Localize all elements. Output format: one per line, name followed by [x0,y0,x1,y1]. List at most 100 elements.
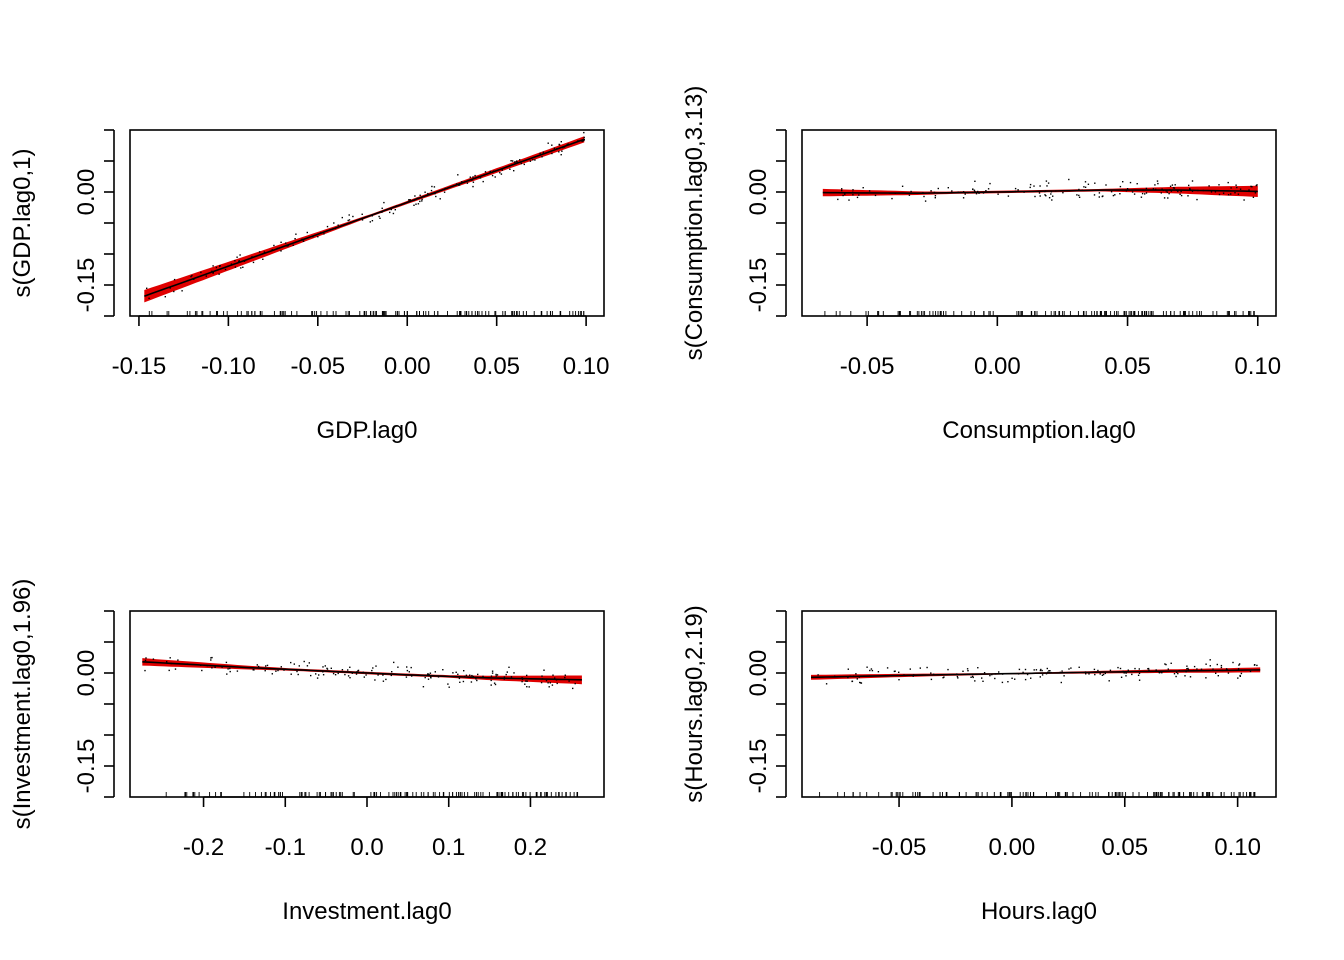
residual-point [462,680,465,683]
residual-point [1161,188,1163,190]
residual-point [551,684,554,686]
residual-point [1237,193,1240,195]
residual-point [524,683,526,685]
residual-point [1014,678,1016,680]
residual-point [461,181,463,183]
x-tick-label: -0.2 [183,834,224,861]
residual-point [491,174,494,177]
residual-point [257,665,260,668]
residual-point [337,224,339,226]
rug [824,311,1255,316]
residual-point [951,190,953,192]
x-tick-label: 0.05 [1101,834,1148,861]
residual-point [505,673,507,676]
residual-point [499,172,501,174]
residual-point [1200,668,1203,670]
x-axis-label: Consumption.lag0 [942,417,1135,444]
residual-point [330,667,332,669]
residual-point [1256,664,1258,667]
residual-point [361,219,364,221]
residual-point [989,182,991,185]
residual-point [1188,184,1190,187]
residual-point [1098,196,1100,198]
residual-point [168,669,170,672]
residual-point [1208,185,1210,187]
residual-point [477,673,479,676]
residual-point [323,233,325,235]
residual-point [431,185,433,188]
residual-point [1127,669,1129,671]
residual-point [465,674,468,676]
residual-point [1040,668,1042,671]
residual-point [1134,667,1136,670]
residual-point [1209,659,1211,661]
smooth-line [822,189,1258,194]
residual-point [382,680,385,682]
residual-point [264,670,266,672]
residual-point [521,680,523,683]
x-axis-label: Hours.lag0 [981,898,1097,925]
residual-point [1220,666,1223,669]
residual-point [1026,673,1029,676]
residual-point [226,673,228,675]
residual-point [510,160,512,162]
residual-point [987,188,990,190]
residual-point [1173,673,1176,675]
residual-point [551,144,553,146]
residual-point [564,676,566,679]
residual-point [240,267,242,269]
y-tick-label: -0.15 [73,258,100,313]
residual-point [205,275,207,277]
residual-point [1180,194,1183,197]
residual-point [962,197,965,199]
residual-point [868,190,871,192]
rug [148,311,585,316]
residual-point [1087,183,1090,185]
residual-point [201,669,203,672]
residual-point [1024,668,1027,671]
residual-point [393,661,395,664]
residual-point [891,197,893,200]
residual-point [1152,188,1155,190]
residual-point [173,290,175,293]
x-tick-label: 0.05 [1104,353,1151,380]
residual-point [1222,192,1225,194]
confidence-band [142,658,582,685]
residual-point [977,667,979,669]
residual-point [394,209,396,211]
residual-point [1172,187,1175,189]
residual-point [1129,181,1132,184]
residual-point [308,662,310,664]
residual-point [164,296,166,298]
residual-point [383,201,385,204]
residual-point [1063,675,1065,677]
residual-point [898,671,900,673]
residual-point [457,673,459,675]
y-tick-label: -0.15 [745,258,772,313]
residual-point [1212,668,1214,670]
residual-point [427,673,429,675]
residual-point [324,665,326,667]
residual-point [983,672,986,674]
residual-point [280,241,282,243]
residual-point [144,669,146,672]
x-tick-label: -0.1 [265,834,306,861]
residual-point [225,661,228,664]
residual-point [1210,191,1213,193]
panel-1: -0.15 -0.10 -0.05 0.00 0.05 0.10 -0.15 0.00 GDP.… [9,129,609,444]
residual-point [1045,180,1048,182]
y-axis: -0.15 0.00 [73,610,115,798]
residual-point [472,675,474,678]
residual-point [974,190,976,193]
residual-point [349,677,351,679]
residual-point [332,672,335,675]
residual-point [1078,194,1080,197]
residual-point [230,263,233,265]
residual-point [334,674,337,676]
residual-point [306,231,308,234]
residual-point [443,191,446,193]
residual-point [306,665,309,667]
residual-point [371,215,373,217]
residual-point [1218,184,1220,186]
residual-point [1062,192,1064,194]
